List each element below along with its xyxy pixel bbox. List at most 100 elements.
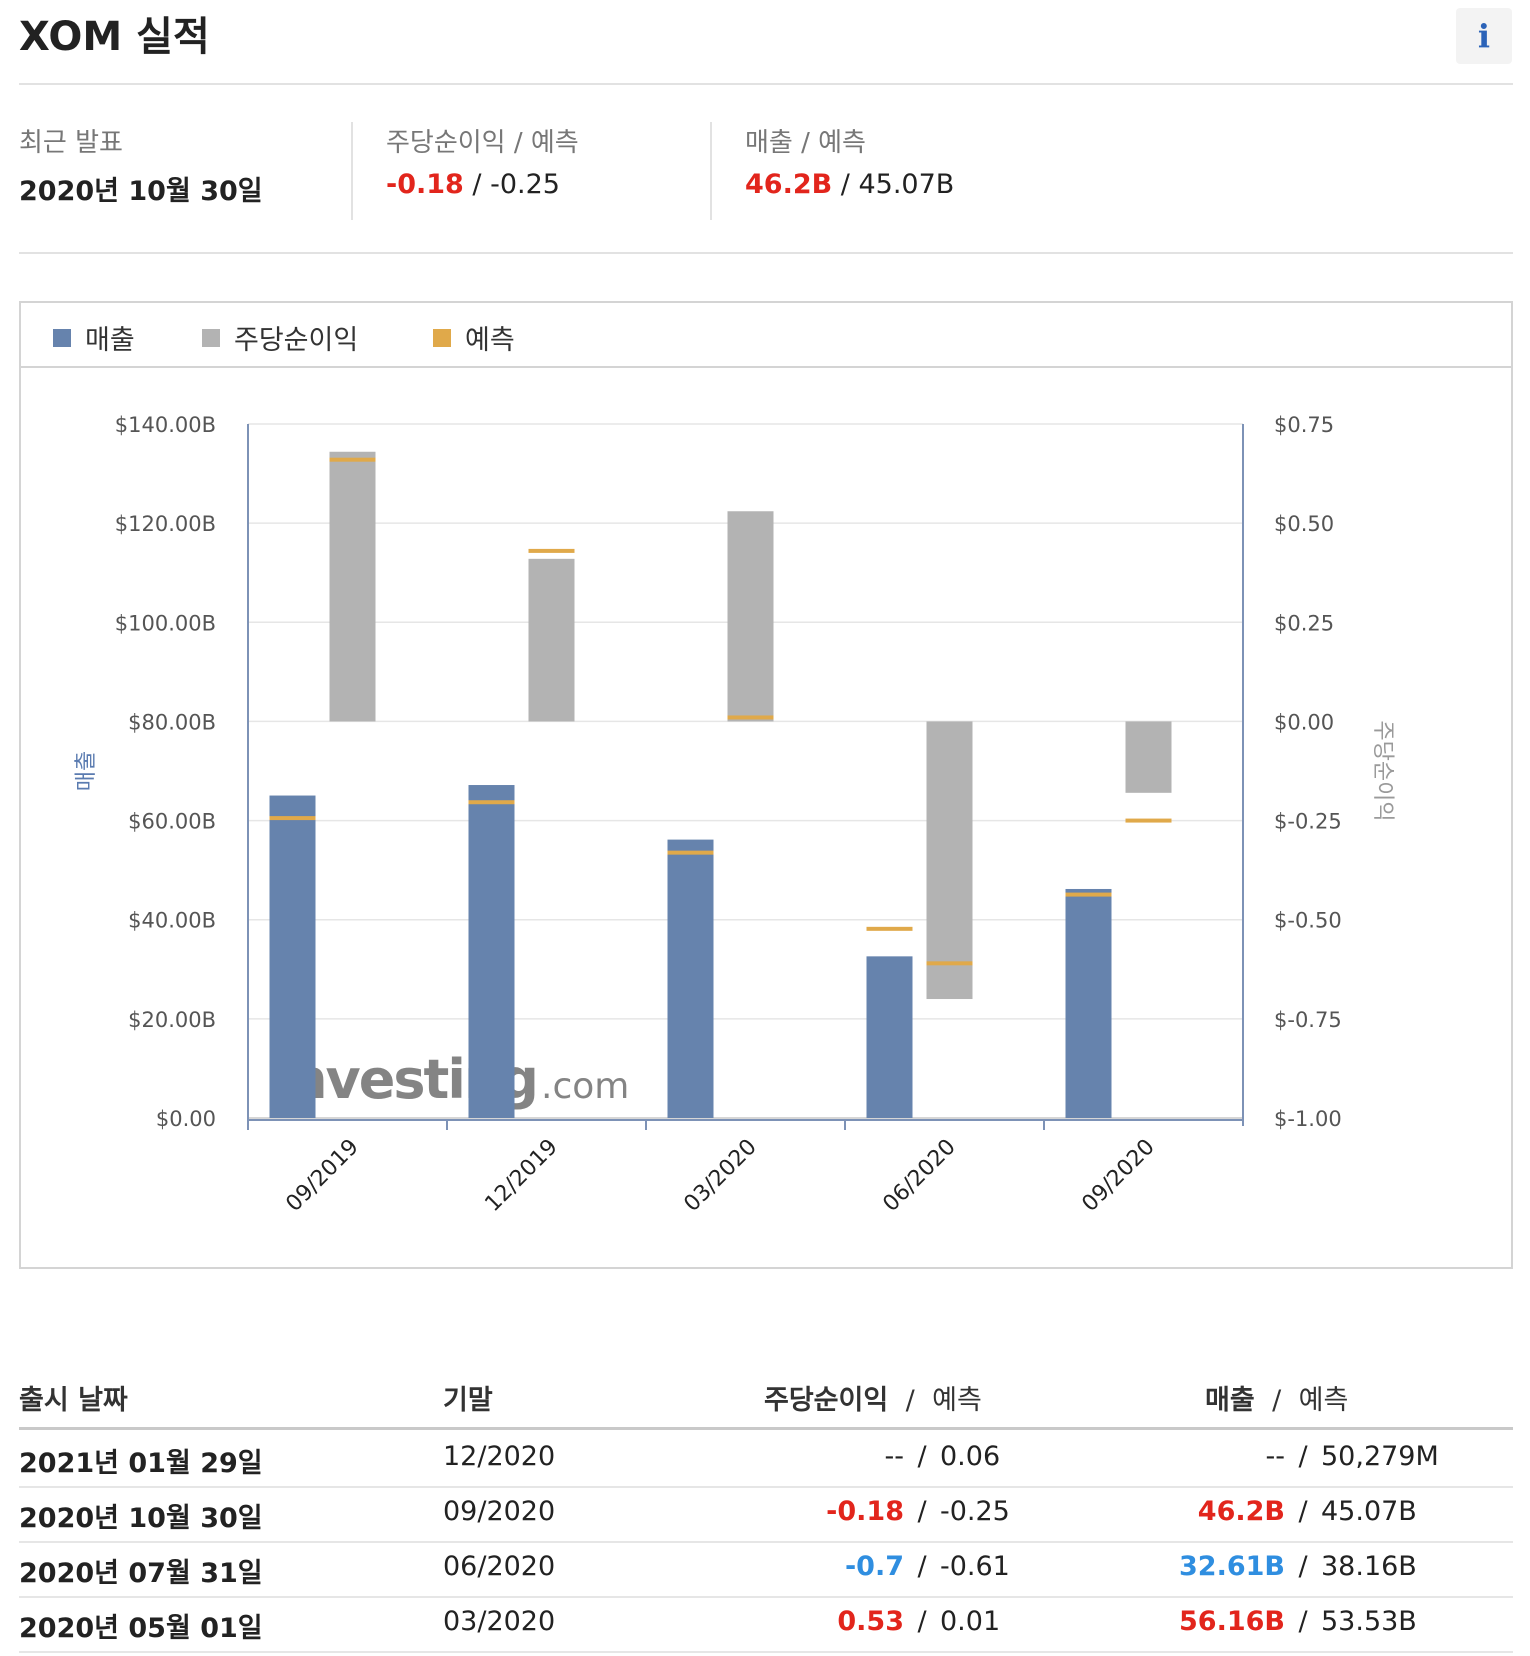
eps-forecast-marker <box>528 548 575 553</box>
revenue-forecast-marker <box>468 800 515 805</box>
summary-revenue-actual: 46.2B <box>745 169 833 200</box>
y-left-axis-label: 매출 <box>74 751 99 791</box>
header-eps-sep: / <box>905 1385 915 1416</box>
row-revenue-sep: / <box>1298 1496 1308 1527</box>
eps-bar <box>926 721 973 1000</box>
y-left-tick-label: $100.00B <box>115 611 216 635</box>
row-eps-actual: 0.53 <box>837 1606 904 1637</box>
row-release-date: 2020년 10월 30일 <box>19 1503 263 1534</box>
chart-legend: 매출 주당순이익 예측 <box>21 303 1511 368</box>
info-icon[interactable]: i <box>1456 8 1512 64</box>
legend-label-revenue: 매출 <box>85 325 135 356</box>
summary-eps-sep: / <box>463 169 491 200</box>
row-period-end: 06/2020 <box>443 1551 556 1582</box>
revenue-bar <box>269 795 316 1118</box>
x-tick-label: 12/2019 <box>480 1135 562 1217</box>
y-right-axis-label: 주당순이익 <box>1370 720 1395 821</box>
legend-swatch-revenue <box>53 328 71 347</box>
divider <box>19 83 1513 85</box>
header-eps-label: 주당순이익 <box>764 1385 889 1416</box>
y-left-tick-label: $0.00 <box>156 1107 216 1131</box>
row-revenue-actual: 46.2B <box>1197 1496 1285 1527</box>
y-left-tick-label: $60.00B <box>128 810 216 834</box>
row-eps-sep: / <box>917 1496 927 1527</box>
summary-latest-label: 최근 발표 <box>19 128 123 158</box>
y-right-tick-label: $0.00 <box>1274 710 1334 734</box>
row-revenue-sep: / <box>1298 1606 1308 1637</box>
y-left-tick-label: $140.00B <box>115 413 216 437</box>
y-right-tick-label: $-0.25 <box>1274 810 1342 834</box>
revenue-bar <box>866 956 913 1118</box>
row-revenue-actual: 32.61B <box>1179 1551 1285 1582</box>
y-right-tick-label: $0.25 <box>1274 611 1334 635</box>
summary-revenue-sep: / <box>832 169 859 200</box>
header-period-end[interactable]: 기말 <box>443 1385 493 1416</box>
table-row[interactable]: 2020년 07월 31일 06/2020 -0.7 / -0.61 32.61B / 38.… <box>19 1543 1513 1598</box>
legend-item-forecast[interactable]: 예측 <box>433 318 515 357</box>
table-row[interactable]: 2021년 01월 29일 12/2020 -- / 0.06 -- / 50,279M <box>19 1433 1513 1488</box>
legend-item-revenue[interactable]: 매출 <box>53 318 135 357</box>
row-period-end: 12/2020 <box>443 1441 556 1472</box>
table-row[interactable]: 2020년 10월 30일 09/2020 -0.18 / -0.25 46.2B / 45.… <box>19 1488 1513 1543</box>
header-release-date[interactable]: 출시 날짜 <box>19 1385 128 1416</box>
x-tick-label: 09/2019 <box>281 1135 363 1217</box>
x-tick-label: 09/2020 <box>1077 1135 1159 1217</box>
row-eps: 0.53 / 0.01 <box>764 1606 1000 1637</box>
legend-label-forecast: 예측 <box>465 325 515 356</box>
row-revenue-forecast: 53.53B <box>1321 1606 1417 1637</box>
row-eps-forecast: -0.25 <box>940 1496 1010 1527</box>
summary-eps-label: 주당순이익 / 예측 <box>386 128 579 158</box>
row-eps-sep: / <box>917 1606 927 1637</box>
legend-swatch-forecast <box>433 328 451 347</box>
x-tick-label: 06/2020 <box>878 1135 960 1217</box>
y-right-tick-label: $0.75 <box>1274 413 1334 437</box>
row-revenue-actual: -- <box>1265 1441 1286 1472</box>
row-period-end: 09/2020 <box>443 1496 556 1527</box>
legend-swatch-eps <box>202 328 220 347</box>
revenue-bar <box>1065 888 1112 1118</box>
header-eps[interactable]: 주당순이익 / 예측 <box>764 1378 982 1417</box>
row-period-end: 03/2020 <box>443 1606 556 1637</box>
row-eps-sep: / <box>917 1441 927 1472</box>
y-right-tick-label: $-1.00 <box>1274 1107 1342 1131</box>
eps-forecast-marker <box>1125 818 1172 823</box>
revenue-forecast-marker <box>667 850 714 855</box>
row-eps: -0.18 / -0.25 <box>764 1496 1010 1527</box>
revenue-bar <box>468 785 515 1118</box>
row-revenue: -- / 50,279M <box>1115 1441 1439 1472</box>
eps-forecast-marker <box>329 457 376 462</box>
eps-bar <box>528 558 575 722</box>
row-eps-actual: -- <box>884 1441 905 1472</box>
divider <box>351 122 353 220</box>
eps-forecast-marker <box>727 715 774 720</box>
row-eps: -0.7 / -0.61 <box>764 1551 1010 1582</box>
row-revenue-forecast: 45.07B <box>1321 1496 1417 1527</box>
y-left-tick-label: $120.00B <box>115 512 216 536</box>
row-revenue-actual: 56.16B <box>1179 1606 1285 1637</box>
row-eps-forecast: 0.06 <box>940 1441 1001 1472</box>
row-release-date: 2020년 07월 31일 <box>19 1558 263 1589</box>
page-title: XOM 실적 <box>19 14 210 60</box>
y-right-tick-label: $0.50 <box>1274 512 1334 536</box>
y-left-tick-label: $80.00B <box>128 710 216 734</box>
summary-revenue-forecast: 45.07B <box>858 169 955 200</box>
header-revenue-label: 매출 <box>1205 1385 1255 1416</box>
eps-bar <box>727 511 774 722</box>
revenue-bar <box>667 839 714 1118</box>
summary-latest: 최근 발표 2020년 10월 30일 <box>19 122 263 220</box>
y-right-tick-label: $-0.50 <box>1274 909 1342 933</box>
table-row[interactable]: 2020년 05월 01일 03/2020 0.53 / 0.01 56.16B / 53.5… <box>19 1598 1513 1653</box>
row-eps: -- / 0.06 <box>764 1441 1001 1472</box>
y-left-tick-label: $20.00B <box>128 1008 216 1032</box>
row-release-date: 2021년 01월 29일 <box>19 1448 263 1479</box>
legend-item-eps[interactable]: 주당순이익 <box>202 318 358 357</box>
x-tick-label: 03/2020 <box>679 1135 761 1217</box>
header-revenue[interactable]: 매출 / 예측 <box>1205 1378 1348 1417</box>
y-right-tick-label: $-0.75 <box>1274 1008 1342 1032</box>
chart-plot: $0.00 $20.00B $40.00B $60.00B $80.00B $100.00… <box>74 413 1395 1217</box>
summary-revenue: 매출 / 예측 46.2B / 45.07B <box>745 122 954 220</box>
summary-eps: 주당순이익 / 예측 -0.18 / -0.25 <box>386 122 579 220</box>
header-eps-forecast: 예측 <box>932 1385 982 1416</box>
eps-bar <box>1125 721 1172 793</box>
row-revenue-sep: / <box>1298 1441 1308 1472</box>
